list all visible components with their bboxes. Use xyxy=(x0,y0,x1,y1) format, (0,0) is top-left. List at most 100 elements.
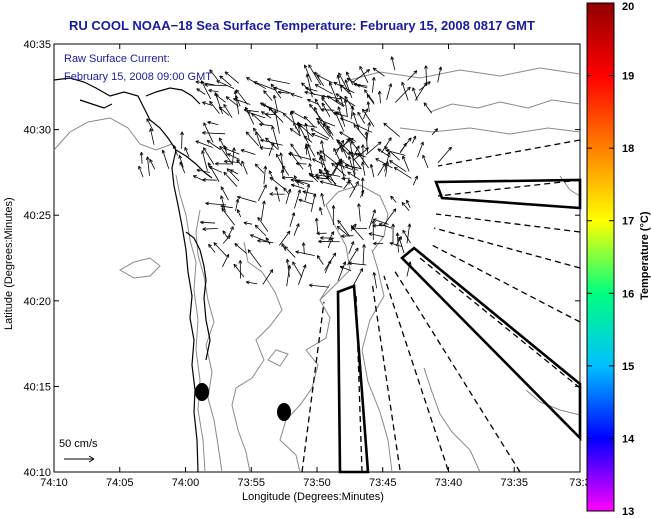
current-vector xyxy=(347,247,359,266)
current-vector xyxy=(304,122,310,141)
current-vector xyxy=(270,83,282,99)
current-vector xyxy=(216,80,235,89)
current-vector xyxy=(254,163,265,174)
y-tick-label: 40:20 xyxy=(23,296,51,308)
current-vector xyxy=(348,241,355,255)
current-vector xyxy=(206,140,221,151)
x-tick-label: 73:40 xyxy=(435,477,463,489)
current-vector xyxy=(202,177,217,182)
current-vector xyxy=(352,145,360,159)
current-vector xyxy=(342,148,348,159)
current-vector xyxy=(417,141,424,158)
current-vector xyxy=(223,103,233,119)
current-vector xyxy=(195,140,213,148)
current-vector xyxy=(245,280,258,285)
colorbar-tick-label: 20 xyxy=(622,1,634,13)
current-vector xyxy=(208,243,216,253)
current-vector xyxy=(298,198,314,205)
current-vector xyxy=(349,181,359,198)
current-vector xyxy=(205,201,227,206)
x-tick-label: 73:50 xyxy=(303,477,331,489)
current-vector xyxy=(326,95,345,107)
current-vector xyxy=(180,131,184,149)
current-vector xyxy=(149,128,155,145)
current-vector xyxy=(318,168,332,184)
current-vector xyxy=(224,71,239,84)
current-vector xyxy=(352,69,371,84)
current-vector xyxy=(273,86,292,94)
current-vector xyxy=(304,86,318,92)
current-vector xyxy=(262,269,274,285)
current-vector xyxy=(320,140,326,162)
current-vector xyxy=(341,234,354,238)
current-vector xyxy=(337,219,351,237)
current-vector xyxy=(339,265,352,272)
current-vector xyxy=(317,120,331,137)
lane-north xyxy=(434,178,582,210)
colorbar-ticks: 20 19 18 17 16 15 14 13 xyxy=(587,1,635,518)
current-vector xyxy=(303,64,312,82)
current-vector xyxy=(219,75,232,87)
current-vector xyxy=(268,142,275,156)
current-vector xyxy=(308,163,313,177)
current-vector xyxy=(236,209,242,218)
current-vector xyxy=(372,218,389,225)
current-vector xyxy=(285,188,292,205)
current-vector xyxy=(214,92,223,114)
current-vector xyxy=(282,112,294,123)
current-vector xyxy=(146,118,154,132)
current-vector xyxy=(406,223,412,244)
current-vector xyxy=(240,149,256,155)
y-tick-label: 40:10 xyxy=(23,467,51,479)
current-info-label: Raw Surface Current: xyxy=(64,53,170,65)
current-vector xyxy=(202,227,218,231)
current-vector xyxy=(139,151,144,164)
current-vector xyxy=(294,189,301,209)
current-vector xyxy=(290,183,305,189)
current-vector xyxy=(389,160,407,172)
current-vector xyxy=(369,164,375,178)
current-vector xyxy=(223,147,240,155)
scale-label: 50 cm/s xyxy=(59,438,98,450)
current-vector xyxy=(321,102,331,118)
current-vector xyxy=(236,195,257,203)
current-vector xyxy=(365,141,382,156)
current-vector xyxy=(402,229,411,244)
station-marker xyxy=(195,383,209,401)
current-vector xyxy=(302,190,317,196)
current-vector xyxy=(331,205,336,225)
current-vector xyxy=(308,64,322,86)
current-vector xyxy=(215,161,232,166)
current-vector xyxy=(354,152,367,158)
current-vector xyxy=(303,135,313,143)
x-tick-label: 74:05 xyxy=(106,477,134,489)
current-vector xyxy=(161,149,170,169)
current-vector xyxy=(203,147,215,165)
shipping-lanes xyxy=(336,178,582,474)
current-vector xyxy=(274,186,280,202)
current-vector xyxy=(328,231,335,241)
current-vector xyxy=(292,261,303,278)
current-vector xyxy=(350,105,355,120)
current-vector xyxy=(366,101,371,113)
current-vector xyxy=(418,81,431,91)
current-vector xyxy=(327,237,333,249)
colorbar-tick-label: 13 xyxy=(622,506,634,518)
current-vector xyxy=(412,135,417,144)
current-vector xyxy=(326,125,334,136)
current-vector xyxy=(318,239,340,244)
current-vector xyxy=(350,223,357,232)
current-vector xyxy=(293,175,300,186)
current-vector xyxy=(311,133,329,141)
current-vector xyxy=(298,264,307,285)
current-vector xyxy=(347,171,361,181)
current-vector xyxy=(179,161,186,174)
current-vector xyxy=(272,94,279,113)
current-vector xyxy=(310,174,323,180)
current-vector xyxy=(346,71,354,86)
current-vector xyxy=(381,137,392,154)
bathymetry-contours xyxy=(53,67,581,473)
current-vector xyxy=(220,186,229,201)
x-tick-label: 73:35 xyxy=(500,477,528,489)
current-vector xyxy=(213,242,227,256)
